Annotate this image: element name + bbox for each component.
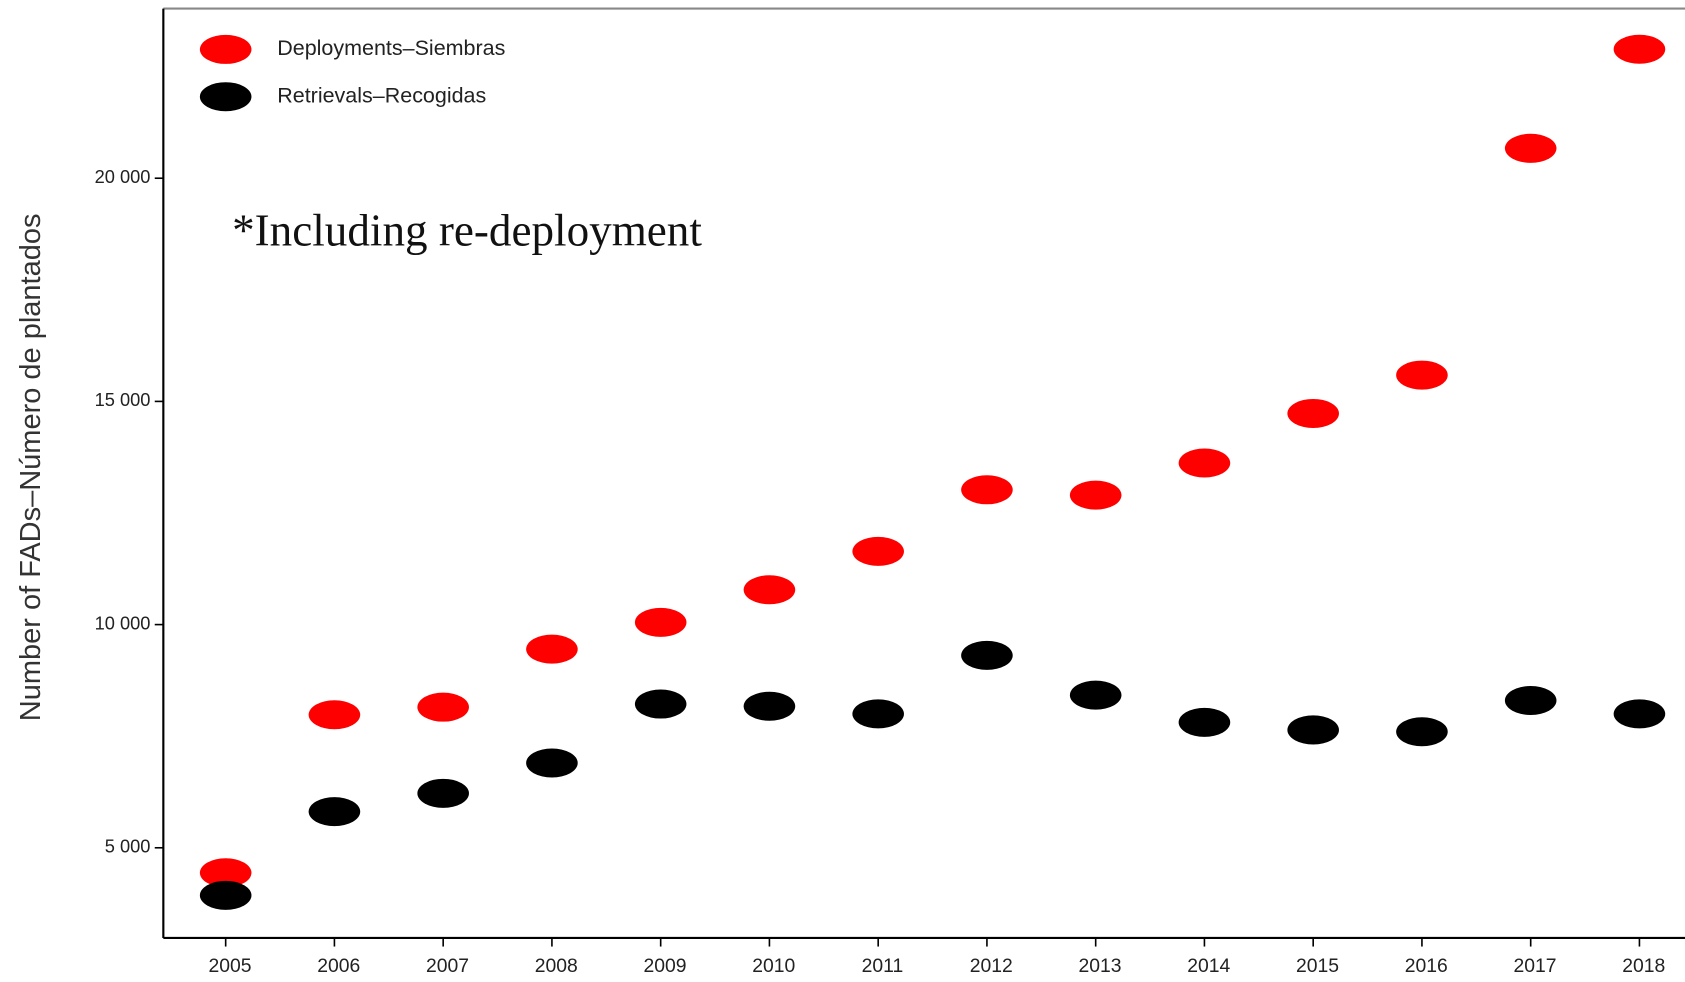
- point: [1504, 685, 1557, 715]
- x-tick-label: 2014: [1187, 955, 1230, 977]
- y-tick-label: 15 000: [95, 389, 151, 410]
- point: [852, 536, 904, 566]
- x-tick-label: 2005: [208, 955, 251, 977]
- legend-marker: [199, 82, 252, 112]
- x-tick-label: 2006: [317, 955, 360, 977]
- x-tick-label: 2013: [1078, 955, 1121, 977]
- point: [1069, 680, 1122, 710]
- point: [1396, 360, 1448, 390]
- legend-marker: [199, 34, 252, 64]
- point: [961, 640, 1013, 670]
- x-tick-label: 2012: [970, 955, 1013, 977]
- point: [1287, 398, 1339, 428]
- x-tick-label: 2010: [752, 955, 795, 977]
- point: [1504, 133, 1557, 163]
- y-tick-label: 10 000: [95, 612, 151, 633]
- point: [199, 858, 252, 888]
- point: [1396, 717, 1448, 747]
- x-tick-label: 2007: [426, 955, 469, 977]
- x-tick-label: 2015: [1296, 955, 1339, 977]
- point: [1069, 480, 1122, 510]
- x-tick-label: 2011: [862, 955, 904, 977]
- point: [308, 797, 361, 827]
- point: [743, 691, 796, 721]
- y-axis-label: Number of FADs–Número de plantados: [15, 214, 47, 722]
- point: [199, 880, 252, 910]
- x-tick-label: 2017: [1513, 955, 1556, 977]
- legend-label: Retrievals–Recogidas: [277, 83, 486, 107]
- point: [417, 778, 469, 808]
- point: [961, 475, 1013, 505]
- point: [526, 634, 578, 664]
- legend-label: Deployments–Siembras: [277, 36, 505, 60]
- y-tick-label: 20 000: [95, 166, 151, 187]
- point: [1613, 699, 1666, 729]
- point: [852, 699, 904, 729]
- point: [308, 700, 361, 730]
- point: [526, 748, 578, 778]
- point: [1178, 707, 1231, 737]
- point: [634, 607, 687, 637]
- point: [1178, 448, 1231, 478]
- point: [634, 689, 687, 719]
- x-tick-label: 2009: [643, 955, 686, 977]
- x-tick-label: 2008: [535, 955, 578, 977]
- x-tick-label: 2016: [1405, 955, 1448, 977]
- y-tick-label: 5 000: [105, 836, 151, 857]
- annotation: *Including re-deployment: [232, 206, 702, 256]
- point: [1287, 715, 1339, 745]
- point: [417, 692, 469, 722]
- point: [1613, 34, 1666, 64]
- point: [743, 575, 796, 605]
- x-tick-label: 2018: [1622, 955, 1665, 977]
